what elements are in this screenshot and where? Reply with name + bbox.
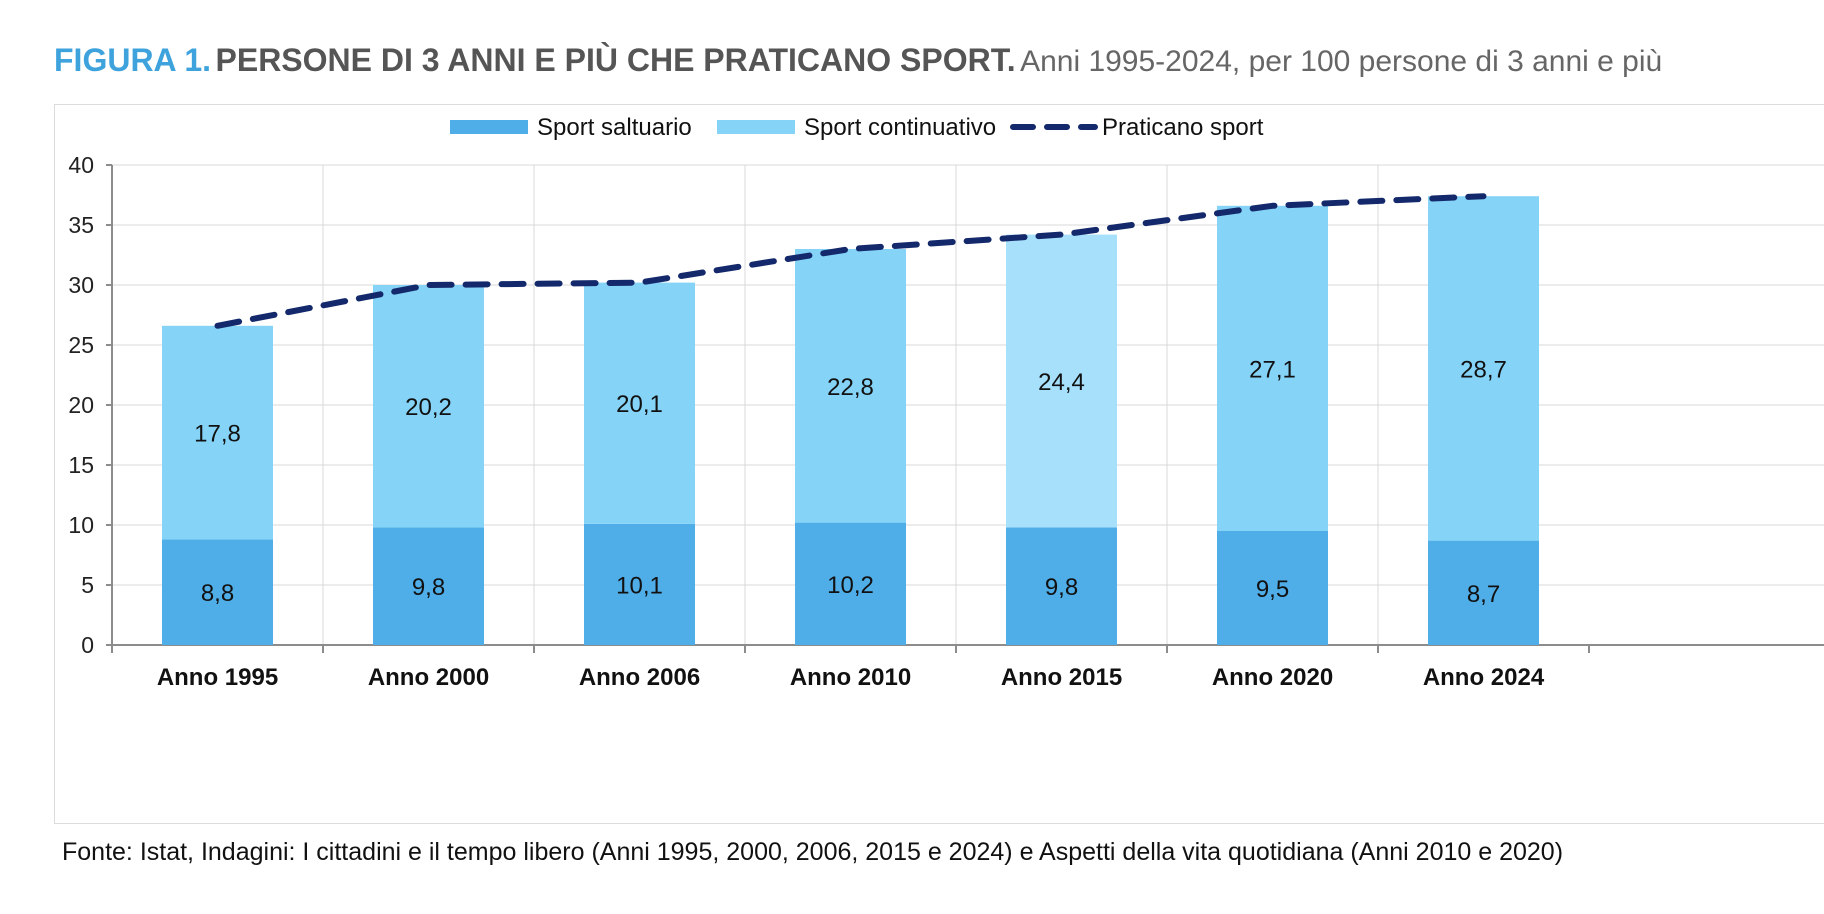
bar-sport-saltuario bbox=[162, 539, 273, 645]
bar-sport-continuativo bbox=[1006, 234, 1117, 528]
data-label-continuativo: 22,8 bbox=[827, 374, 874, 401]
bar-sport-saltuario bbox=[1217, 531, 1328, 645]
bar-sport-saltuario bbox=[795, 522, 906, 645]
x-tick-label: Anno 2000 bbox=[368, 664, 489, 691]
bar-sport-continuativo bbox=[1217, 205, 1328, 532]
bar-sport-continuativo bbox=[795, 249, 906, 523]
figure-title: PERSONE DI 3 ANNI E PIÙ CHE PRATICANO SP… bbox=[215, 42, 1016, 78]
y-tick-label: 25 bbox=[68, 332, 94, 358]
data-label-saltuario: 9,8 bbox=[412, 574, 445, 601]
data-label-saltuario: 9,5 bbox=[1256, 576, 1289, 603]
data-label-saltuario: 10,1 bbox=[616, 572, 663, 599]
data-label-continuativo: 27,1 bbox=[1249, 356, 1296, 383]
bar-sport-saltuario bbox=[1006, 527, 1117, 645]
data-label-continuativo: 28,7 bbox=[1460, 356, 1507, 383]
y-tick-label: 35 bbox=[68, 212, 94, 238]
legend-label-saltuario: Sport saltuario bbox=[537, 114, 692, 141]
data-label-continuativo: 20,1 bbox=[616, 391, 663, 418]
data-label-continuativo: 17,8 bbox=[194, 421, 241, 448]
data-label-saltuario: 10,2 bbox=[827, 572, 874, 599]
bar-sport-continuativo bbox=[162, 325, 273, 540]
chart-frame: 0 5 10 15 20 25 30 35 40 8,8 17,8 Anno 1995 9,8 20,2 A… bbox=[54, 104, 1824, 824]
line-praticano-sport bbox=[214, 193, 1487, 329]
data-label-continuativo: 24,4 bbox=[1038, 369, 1085, 396]
y-tick-label: 10 bbox=[68, 512, 94, 538]
data-label-continuativo: 20,2 bbox=[405, 394, 452, 421]
bar-sport-continuativo bbox=[1428, 196, 1539, 541]
data-label-saltuario: 8,7 bbox=[1467, 581, 1500, 608]
x-tick-label: Anno 1995 bbox=[157, 664, 278, 691]
figure-label: FIGURA 1. bbox=[54, 42, 212, 78]
x-tick-label: Anno 2015 bbox=[1001, 664, 1122, 691]
legend-label-continuativo: Sport continuativo bbox=[804, 114, 996, 141]
y-tick-label: 20 bbox=[68, 392, 94, 418]
stacked-bar-chart: 0 5 10 15 20 25 30 35 40 8,8 17,8 Anno 1995 9,8 20,2 A… bbox=[68, 114, 1824, 691]
x-tick-label: Anno 2020 bbox=[1212, 664, 1333, 691]
y-tick-label: 0 bbox=[81, 632, 94, 658]
source-note: Fonte: Istat, Indagini: I cittadini e il… bbox=[62, 838, 1564, 866]
data-label-saltuario: 8,8 bbox=[201, 580, 234, 607]
data-label-saltuario: 9,8 bbox=[1045, 574, 1078, 601]
y-tick-label: 30 bbox=[68, 272, 94, 298]
y-tick-label: 15 bbox=[68, 452, 94, 478]
bar-sport-continuativo bbox=[373, 285, 484, 528]
x-tick-label: Anno 2006 bbox=[579, 664, 700, 691]
x-tick-label: Anno 2024 bbox=[1423, 664, 1545, 691]
figure-subtitle: Anni 1995-2024, per 100 persone di 3 ann… bbox=[1020, 45, 1663, 78]
bar-sport-saltuario bbox=[584, 523, 695, 645]
bar-sport-saltuario bbox=[373, 527, 484, 645]
figure-title-line: FIGURA 1. PERSONE DI 3 ANNI E PIÙ CHE PR… bbox=[54, 42, 1662, 79]
legend-label-praticano: Praticano sport bbox=[1102, 114, 1264, 141]
legend-swatch-saltuario bbox=[450, 120, 528, 134]
y-tick-label: 5 bbox=[81, 572, 94, 598]
y-tick-label: 40 bbox=[68, 152, 94, 178]
bar-sport-continuativo bbox=[584, 282, 695, 524]
bar-sport-saltuario bbox=[1428, 540, 1539, 645]
x-tick-label: Anno 2010 bbox=[790, 664, 911, 691]
legend-swatch-continuativo bbox=[717, 120, 795, 134]
